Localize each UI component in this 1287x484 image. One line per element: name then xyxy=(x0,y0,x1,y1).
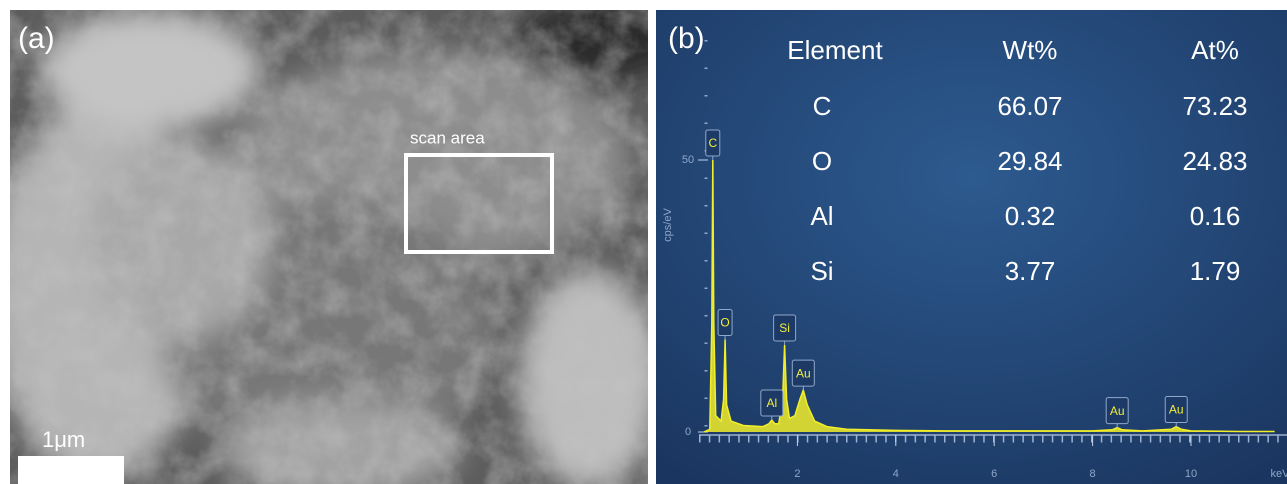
peak-label: Al xyxy=(766,396,777,410)
peak-label: C xyxy=(708,136,717,150)
peak-label: Au xyxy=(1169,403,1184,417)
panel-label: (b) xyxy=(668,22,705,55)
table-header: At% xyxy=(1191,35,1239,65)
peak-label: Au xyxy=(796,366,811,380)
table-cell: Al xyxy=(810,201,833,231)
table-cell: 66.07 xyxy=(997,91,1062,121)
y-tick-label: 0 xyxy=(685,426,691,438)
scan-box xyxy=(404,153,554,254)
peak-label: O xyxy=(720,316,729,330)
table-cell: Si xyxy=(810,256,833,286)
table-cell: 1.79 xyxy=(1190,256,1241,286)
spectrum-line xyxy=(703,159,1275,433)
table-cell: 3.77 xyxy=(1005,256,1056,286)
table-cell: 24.83 xyxy=(1182,146,1247,176)
scale-bar xyxy=(18,456,124,484)
x-tick-label: 6 xyxy=(991,468,997,480)
scale-label: 1μm xyxy=(42,427,85,452)
table-cell: C xyxy=(813,91,832,121)
spectrum-panel xyxy=(656,10,1287,484)
table-cell: 0.32 xyxy=(1005,201,1056,231)
panel-label: (a) xyxy=(18,22,55,55)
x-axis-label: keV xyxy=(1271,468,1287,480)
table-cell: 29.84 xyxy=(997,146,1062,176)
peak-label: Si xyxy=(779,321,790,335)
y-axis-label: cps/eV xyxy=(662,208,674,242)
table-cell: 0.16 xyxy=(1190,201,1241,231)
x-tick-label: 4 xyxy=(893,468,899,480)
table-cell: O xyxy=(812,146,832,176)
y-tick-label: 50 xyxy=(682,154,694,166)
annotation: scan area xyxy=(410,128,485,147)
x-tick-label: 2 xyxy=(794,468,800,480)
sem-image xyxy=(10,10,648,484)
table-header: Element xyxy=(787,35,883,65)
table-cell: 73.23 xyxy=(1182,91,1247,121)
x-tick-label: 8 xyxy=(1090,468,1096,480)
x-tick-label: 10 xyxy=(1185,468,1197,480)
table-header: Wt% xyxy=(1003,35,1058,65)
peak-label: Au xyxy=(1110,404,1125,418)
